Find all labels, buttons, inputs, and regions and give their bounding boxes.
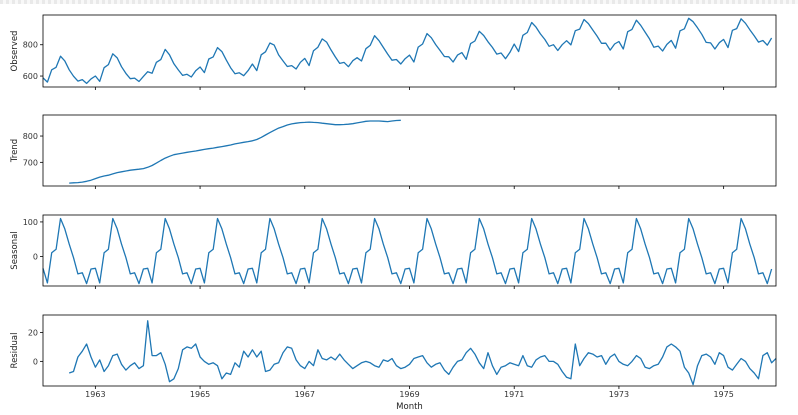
- y-tick-label: 800: [23, 41, 38, 50]
- y-tick-label: 0: [33, 253, 38, 262]
- y-tick-label: 100: [23, 218, 38, 227]
- x-axis-label: Month: [396, 402, 423, 412]
- y-tick-label: 20: [28, 328, 38, 337]
- x-tick-label: 1967: [295, 390, 315, 399]
- axes-frame-trend: [42, 114, 777, 187]
- top-scroll-strip: [0, 0, 798, 4]
- x-tick-label: 1969: [399, 390, 419, 399]
- y-axis-label-seasonal: Seasonal: [10, 231, 20, 269]
- y-tick-label: 700: [23, 158, 38, 167]
- x-tick-label: 1971: [504, 390, 524, 399]
- y-tick-label: 800: [23, 132, 38, 141]
- panel-resid: 20 0 Residual: [10, 314, 777, 389]
- x-tick-label: 1965: [190, 390, 210, 399]
- series-line-observed: [42, 17, 773, 85]
- series-line-seasonal: [42, 217, 773, 285]
- y-tick-label: 600: [23, 72, 38, 81]
- x-tick-label: 1963: [85, 390, 105, 399]
- x-tick-label: 1975: [713, 390, 733, 399]
- y-axis-label-resid: Residual: [10, 333, 20, 369]
- axes-frame-observed: [42, 14, 777, 88]
- series-line-trend: [69, 119, 401, 184]
- x-tick-label: 1973: [609, 390, 629, 399]
- series-line-resid: [68, 320, 777, 386]
- y-tick-label: 0: [33, 357, 38, 366]
- panel-seasonal: 100 0 Seasonal: [10, 214, 777, 289]
- y-axis-label-trend: Trend: [10, 139, 20, 163]
- y-axis-label-observed: Observed: [10, 31, 20, 72]
